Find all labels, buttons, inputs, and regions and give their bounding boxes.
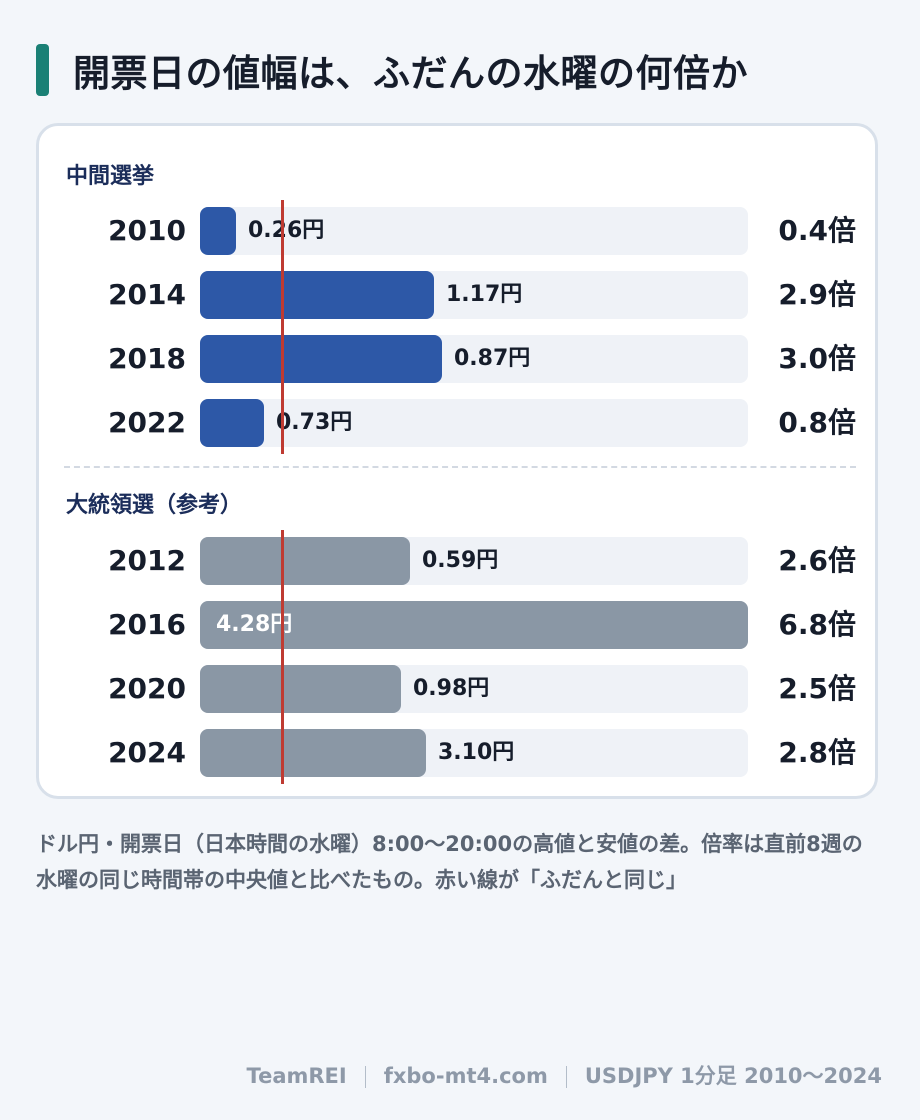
bar-value-label: 0.73円 [276,410,353,435]
ratio-label: 6.8倍 [778,608,856,641]
ratio-label: 2.6倍 [778,544,856,577]
ratio-label: 2.9倍 [778,278,856,311]
footer-separator [364,1066,366,1088]
section-title: 大統領選（参考） [66,493,243,518]
bar [200,335,442,383]
page-title: 開票日の値幅は、ふだんの水曜の何倍か [73,52,748,95]
footer-site: fxbo-mt4.com [383,1064,548,1088]
bar-value-label: 4.28円 [216,612,293,637]
bar [200,207,236,255]
footer-separator [565,1066,567,1088]
section-title: 中間選挙 [66,164,155,189]
bar-track [200,399,748,447]
chart-row: 2012 0.59円 2.6倍 [0,537,920,585]
title-accent-bar [36,44,49,96]
chart-row: 2022 0.73円 0.8倍 [0,399,920,447]
chart-row: 2024 3.10円 2.8倍 [0,729,920,777]
chart-caption: ドル円・開票日（日本時間の水曜）8:00〜20:00の高値と安値の差。倍率は直前… [36,832,863,892]
chart-row: 2020 0.98円 2.5倍 [0,665,920,713]
bar-value-label: 0.26円 [248,218,325,243]
year-label: 2010 [108,214,186,247]
ratio-label: 3.0倍 [778,342,856,375]
ratio-label: 2.8倍 [778,736,856,769]
year-label: 2024 [108,736,186,769]
bar [200,537,410,585]
footer-source: USDJPY 1分足 2010〜2024 [584,1064,882,1088]
bar-value-label: 1.17円 [446,282,523,307]
year-label: 2014 [108,278,186,311]
bar [200,729,426,777]
bar [200,271,434,319]
bar [200,601,748,649]
header: 開票日の値幅は、ふだんの水曜の何倍か [36,40,748,100]
bar [200,665,401,713]
year-label: 2012 [108,544,186,577]
footer: TeamREI fxbo-mt4.com USDJPY 1分足 2010〜2024 [247,1060,882,1090]
bar-value-label: 0.98円 [413,676,490,701]
ratio-label: 0.8倍 [778,406,856,439]
chart-row: 2018 0.87円 3.0倍 [0,335,920,383]
year-label: 2022 [108,406,186,439]
bar-value-label: 3.10円 [438,740,515,765]
bar [200,399,264,447]
year-label: 2018 [108,342,186,375]
reference-line [281,530,284,784]
year-label: 2020 [108,672,186,705]
footer-brand: TeamREI [246,1064,347,1088]
reference-line [281,200,284,454]
ratio-label: 2.5倍 [778,672,856,705]
year-label: 2016 [108,608,186,641]
bar-value-label: 0.59円 [422,548,499,573]
ratio-label: 0.4倍 [778,214,856,247]
chart-row: 2014 1.17円 2.9倍 [0,271,920,319]
group-divider [64,466,856,468]
bar-value-label: 0.87円 [454,346,531,371]
chart-row: 2010 0.26円 0.4倍 [0,207,920,255]
chart-row: 2016 4.28円 6.8倍 [0,601,920,649]
bar-track [200,207,748,255]
